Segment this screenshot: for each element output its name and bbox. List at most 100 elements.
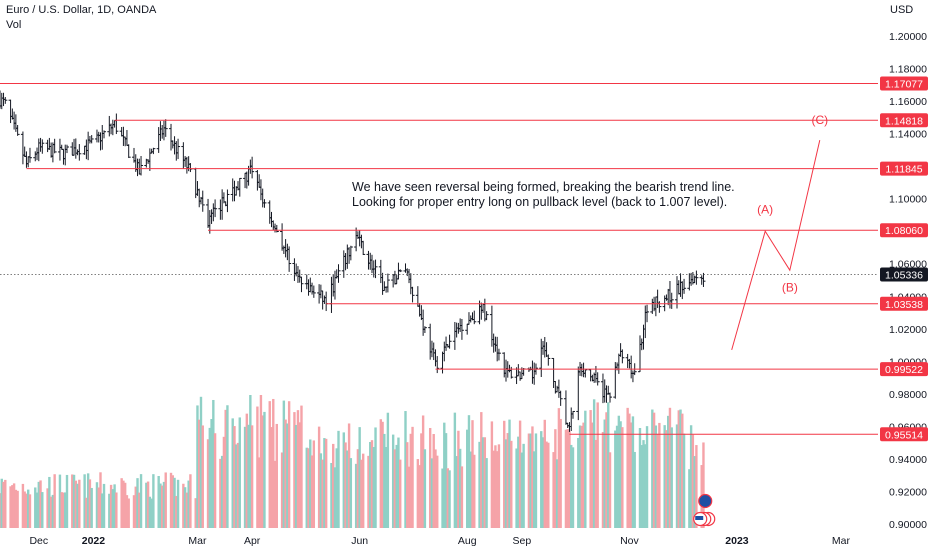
volume-bar-9 <box>21 483 25 528</box>
volume-bar-190 <box>467 415 471 528</box>
volume-bars <box>0 395 705 528</box>
volume-bar-152 <box>372 446 375 528</box>
symbol-title[interactable]: Euro / U.S. Dollar, 1D, OANDA <box>6 4 157 16</box>
volume-bar-104 <box>256 406 259 528</box>
price-bar-238 <box>583 369 588 378</box>
volume-bar-184 <box>453 412 457 528</box>
volume-bar-279 <box>688 469 691 528</box>
volume-bar-63 <box>152 474 155 528</box>
volume-bar-46 <box>111 489 115 528</box>
volume-bar-258 <box>633 451 636 528</box>
level-badge-0.99522: 0.99522 <box>880 362 928 377</box>
volume-bar-67 <box>162 481 166 528</box>
volume-bar-156 <box>383 433 386 528</box>
volume-bar-107 <box>261 415 264 528</box>
price-bar-53 <box>126 144 131 159</box>
volume-bar-48 <box>115 492 118 528</box>
chart-annotation[interactable]: We have seen reversal being formed, brea… <box>352 180 735 210</box>
volume-bar-213 <box>522 443 525 528</box>
volume-bar-236 <box>580 425 584 528</box>
volume-bar-30 <box>72 474 76 528</box>
volume-bar-178 <box>436 455 439 528</box>
price-tick: 0.90000 <box>889 519 927 531</box>
volume-bar-191 <box>469 451 472 528</box>
volume-bar-127 <box>310 455 314 528</box>
volume-bar-38 <box>90 487 93 528</box>
volume-bar-167 <box>409 433 412 528</box>
volume-bar-86 <box>210 419 213 528</box>
volume-bar-204 <box>503 420 506 528</box>
price-bar-138 <box>336 264 341 283</box>
volume-bar-78 <box>189 474 192 528</box>
price-bar-93 <box>225 189 230 213</box>
volume-bar-128 <box>312 440 316 528</box>
volume-bar-174 <box>428 427 432 528</box>
volume-bar-261 <box>642 440 645 528</box>
level-badge-1.11845: 1.11845 <box>880 161 928 176</box>
volume-legend[interactable]: Vol <box>6 19 22 31</box>
volume-bar-65 <box>159 483 162 528</box>
price-bar-268 <box>657 301 662 313</box>
volume-bar-74 <box>182 483 185 528</box>
volume-bar-53 <box>127 498 130 528</box>
volume-bar-96 <box>235 444 238 528</box>
price-bar-118 <box>287 246 292 272</box>
volume-bar-99 <box>243 426 247 528</box>
volume-bar-135 <box>332 443 335 528</box>
volume-bar-137 <box>335 448 338 528</box>
time-axis[interactable]: Dec 2022 Mar Apr Jun Aug Sep Nov 2023 Mar <box>29 535 850 547</box>
volume-bar-192 <box>471 420 474 528</box>
volume-bar-249 <box>614 430 617 528</box>
volume-bar-119 <box>293 412 296 528</box>
volume-bar-219 <box>540 431 543 528</box>
volume-bar-188 <box>460 466 464 528</box>
price-bar-128 <box>311 285 316 298</box>
volume-bar-161 <box>395 444 398 528</box>
volume-bar-130 <box>319 453 323 528</box>
price-bar-198 <box>484 311 489 321</box>
volume-bar-144 <box>354 463 358 528</box>
volume-bar-3 <box>4 479 7 528</box>
volume-bar-89 <box>219 458 222 528</box>
volume-bar-81 <box>198 419 201 528</box>
price-bar-273 <box>669 292 674 309</box>
volume-bar-285 <box>702 442 705 528</box>
volume-bar-32 <box>76 483 79 528</box>
volume-bar-265 <box>652 412 656 528</box>
volume-bar-54 <box>132 495 136 528</box>
time-tick-2022: 2022 <box>82 535 106 547</box>
volume-bar-171 <box>420 433 423 528</box>
volume-bar-1 <box>0 478 3 528</box>
event-badges[interactable] <box>693 493 716 527</box>
volume-bar-31 <box>74 480 78 528</box>
volume-bar-21 <box>49 496 53 528</box>
volume-bar-189 <box>466 429 469 528</box>
price-axis[interactable]: 1.200001.180001.160001.140001.120001.100… <box>880 31 928 531</box>
volume-bar-150 <box>369 442 372 528</box>
wave-projection: (A) (B) (C) <box>731 113 828 351</box>
volume-bar-19 <box>46 488 49 528</box>
volume-bar-163 <box>399 459 402 528</box>
volume-bar-112 <box>273 460 277 528</box>
volume-bar-103 <box>250 425 254 528</box>
volume-bar-100 <box>245 413 249 528</box>
volume-bar-108 <box>263 411 266 528</box>
volume-bar-165 <box>406 442 409 528</box>
volume-bar-193 <box>473 454 476 528</box>
volume-bar-5 <box>11 485 14 528</box>
volume-bar-20 <box>48 476 51 528</box>
level-badge-text: 1.08060 <box>885 225 923 237</box>
volume-bar-228 <box>559 418 562 528</box>
price-bar-168 <box>410 286 415 303</box>
volume-bar-115 <box>282 400 286 528</box>
volume-bar-139 <box>342 432 345 528</box>
volume-bar-17 <box>39 480 42 528</box>
volume-bar-263 <box>645 426 649 528</box>
volume-bar-255 <box>628 413 631 528</box>
price-bar-178 <box>435 356 440 374</box>
volume-bar-37 <box>88 479 92 528</box>
level-badge-bg <box>880 113 928 128</box>
volume-bar-43 <box>102 483 106 528</box>
